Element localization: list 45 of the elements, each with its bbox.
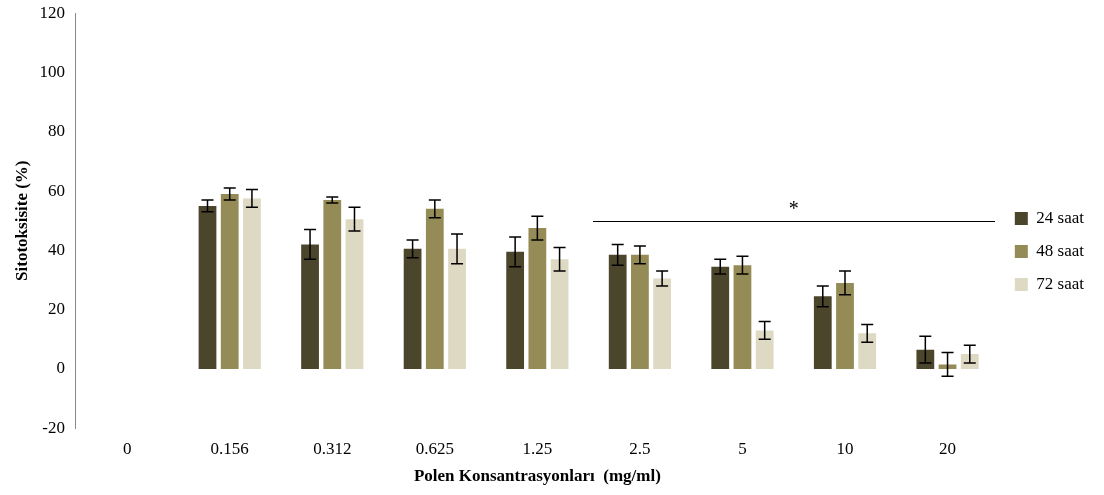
bar	[550, 259, 569, 369]
bar	[608, 254, 627, 369]
bar	[301, 244, 319, 369]
annotation: *	[788, 196, 799, 220]
bar	[813, 296, 832, 369]
bar	[938, 364, 957, 369]
y-tick-label: 80	[47, 121, 65, 141]
bar	[631, 254, 649, 369]
bar	[711, 266, 730, 369]
bar	[243, 198, 261, 369]
bar	[858, 333, 877, 369]
bar	[448, 248, 466, 369]
bar	[528, 228, 547, 369]
x-tick-label: 20	[939, 438, 957, 458]
bar	[755, 330, 774, 369]
bar	[653, 278, 672, 369]
x-tick-label: 1.25	[522, 438, 553, 458]
y-tick-label: 120	[39, 2, 65, 22]
x-tick-label: 0.625	[415, 438, 454, 458]
x-tick-label: 0	[122, 438, 132, 458]
bar	[733, 265, 752, 369]
x-tick-label: 10	[836, 438, 854, 458]
bar	[836, 282, 854, 369]
x-tick-label: 5	[738, 438, 747, 458]
bar	[425, 208, 444, 369]
bar	[198, 205, 217, 369]
bar	[506, 251, 525, 369]
bar	[220, 194, 239, 369]
y-tick-label: -20	[42, 417, 65, 437]
x-tick-label: 2.5	[629, 438, 651, 458]
bar	[345, 219, 364, 369]
y-tick-label: 40	[47, 239, 65, 259]
x-tick-label: 0.156	[210, 438, 249, 458]
y-tick-label: 60	[47, 180, 65, 200]
y-tick-label: 0	[56, 358, 65, 378]
legend-label: 48 saat	[1036, 240, 1085, 260]
y-axis-title: Sitotoksisite (%)	[11, 160, 31, 281]
x-tick-label: 0.312	[313, 438, 352, 458]
legend-label: 24 saat	[1036, 207, 1085, 227]
y-tick-label: 100	[39, 61, 65, 81]
y-tick-label: 20	[47, 299, 65, 319]
legend-label: 72 saat	[1036, 273, 1085, 293]
x-axis-title: Polen Konsantrasyonları (mg/ml)	[413, 466, 661, 486]
bar	[403, 248, 422, 369]
bar	[323, 199, 342, 369]
